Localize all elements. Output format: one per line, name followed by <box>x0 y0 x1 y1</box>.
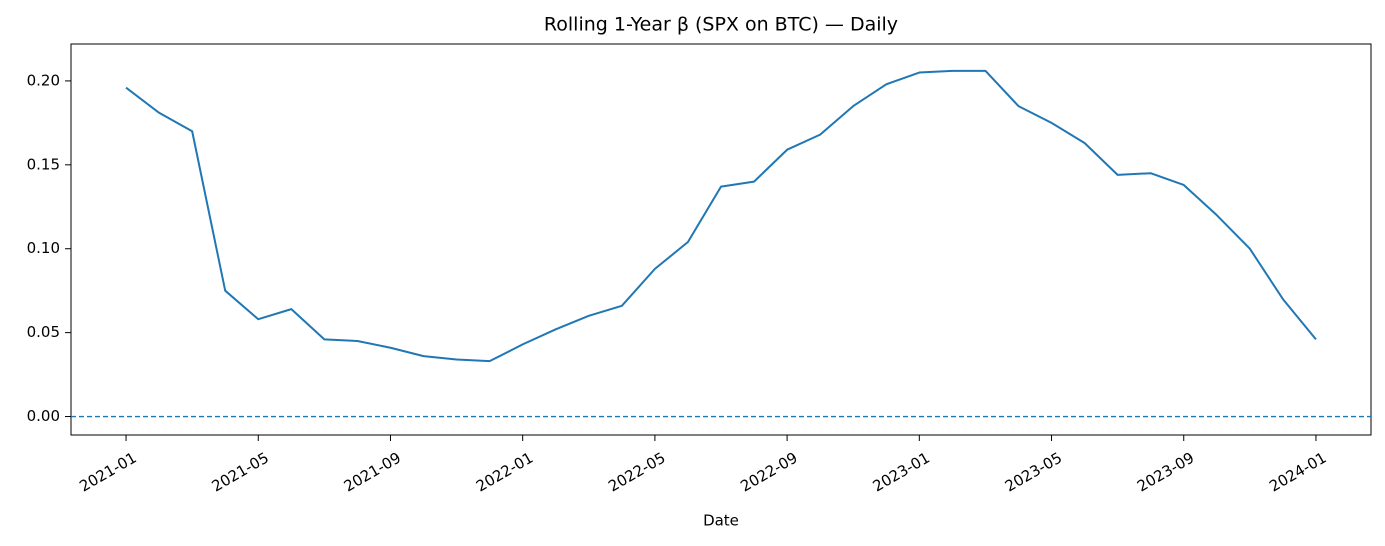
x-tick-label: 2023-09 <box>1134 449 1197 496</box>
y-tick-label: 0.10 <box>27 239 60 257</box>
x-tick-label: 2021-09 <box>341 449 404 496</box>
y-tick-label: 0.20 <box>27 71 60 89</box>
plot-frame <box>70 43 1372 436</box>
x-tick-label: 2023-01 <box>870 449 933 496</box>
chart-title: Rolling 1-Year β (SPX on BTC) — Daily <box>544 14 898 36</box>
y-tick-label: 0.15 <box>27 155 60 173</box>
line-series <box>125 69 1317 363</box>
x-tick-label: 2023-05 <box>1002 449 1065 496</box>
x-tick-label: 2022-01 <box>473 449 536 496</box>
x-tick-label: 2021-01 <box>76 449 139 496</box>
y-tick-label: 0.05 <box>27 323 60 341</box>
x-axis-label: Date <box>703 512 739 530</box>
x-tick-label: 2022-09 <box>737 449 800 496</box>
x-tick-label: 2024-01 <box>1266 449 1329 496</box>
y-tick-label: 0.00 <box>27 407 60 425</box>
x-tick-label: 2022-05 <box>605 449 668 496</box>
x-tick-label: 2021-05 <box>209 449 272 496</box>
